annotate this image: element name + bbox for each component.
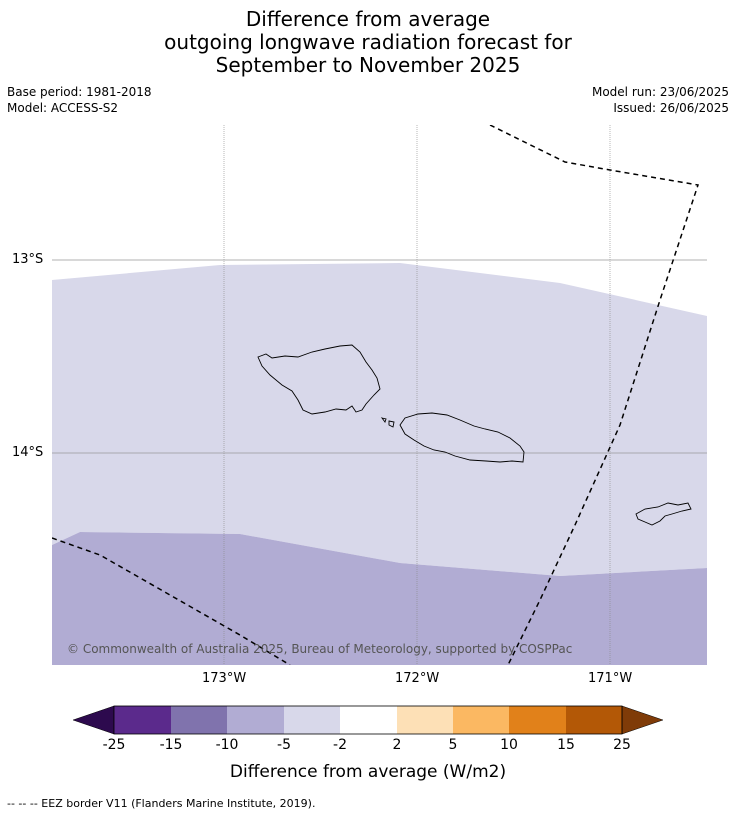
lon-label-172w: 172°W	[395, 671, 440, 686]
title-line-2: outgoing longwave radiation forecast for	[164, 30, 572, 54]
meta-right: Model run: 23/06/2025 Issued: 26/06/2025	[592, 84, 729, 116]
colorbar-label: -15	[159, 737, 183, 753]
lat-label-14s: 14°S	[12, 445, 44, 460]
model-run: Model run: 23/06/2025	[591, 85, 729, 99]
issued-date: Issued: 26/06/2025	[613, 101, 729, 115]
manono-island	[388, 420, 395, 428]
colorbar-label: 10	[500, 737, 518, 753]
upolu-island	[399, 412, 525, 463]
lat-label-13s: 13°S	[12, 252, 44, 267]
colorbar-label: 15	[557, 737, 575, 753]
coastlines	[257, 344, 692, 526]
colorbar	[72, 705, 664, 735]
colorbar-bin-5	[340, 706, 397, 734]
graticule	[223, 125, 611, 665]
colorbar-label: -2	[333, 737, 347, 753]
anomaly-band-light	[52, 263, 707, 576]
colorbar-label: -10	[215, 737, 239, 753]
colorbar-bin-9	[566, 706, 622, 734]
savaii-island	[257, 344, 381, 415]
base-period: Base period: 1981-2018	[7, 85, 152, 99]
colorbar-bin-3	[227, 706, 284, 734]
colorbar-bin-4	[284, 706, 340, 734]
copyright-text: © Commonwealth of Australia 2025, Bureau…	[67, 642, 572, 656]
apolima-island	[380, 417, 387, 423]
title-line-1: Difference from average	[245, 7, 491, 31]
colorbar-label: 25	[613, 737, 631, 753]
colorbar-bin-8	[509, 706, 566, 734]
colorbar-label: 2	[392, 737, 402, 753]
lon-label-171w: 171°W	[588, 671, 633, 686]
colorbar-extend-low	[72, 705, 115, 735]
colorbar-bin-6	[397, 706, 453, 734]
footer-note: -- -- -- EEZ border V11 (Flanders Marine…	[7, 797, 316, 810]
title-line-3: September to November 2025	[215, 53, 521, 77]
model-name: Model: ACCESS-S2	[7, 101, 119, 115]
colorbar-label: -5	[277, 737, 291, 753]
colorbar-bin-2	[171, 706, 227, 734]
parallels	[52, 259, 707, 454]
map-title: Difference from average outgoing longwav…	[0, 8, 736, 77]
map-area: © Commonwealth of Australia 2025, Bureau…	[52, 125, 707, 665]
colorbar-label: 5	[448, 737, 458, 753]
colorbar-label: -25	[102, 737, 126, 753]
colorbar-title: Difference from average (W/m2)	[229, 762, 507, 782]
lon-label-173w: 173°W	[202, 671, 247, 686]
tutuila-island	[635, 502, 692, 526]
meta-left: Base period: 1981-2018 Model: ACCESS-S2	[7, 84, 152, 116]
anomaly-band-medium	[52, 532, 707, 665]
colorbar-extend-high	[621, 705, 664, 735]
colorbar-outline	[113, 705, 623, 735]
colorbar-bin-1	[114, 706, 171, 734]
colorbar-bin-7	[453, 706, 509, 734]
